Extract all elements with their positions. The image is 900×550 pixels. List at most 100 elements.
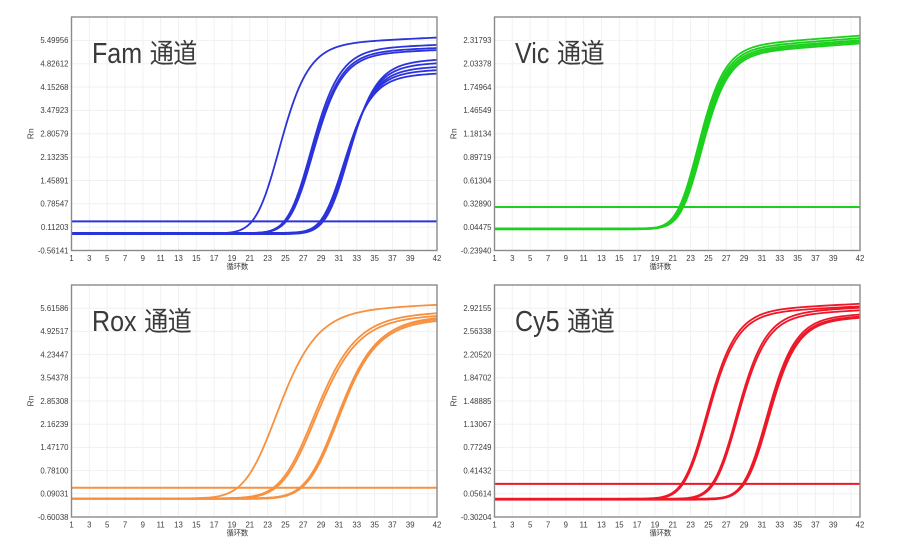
x-tick-label: 35 bbox=[370, 521, 379, 530]
y-axis-label-text: Rn bbox=[26, 128, 36, 139]
curve-fam-9 bbox=[71, 58, 437, 235]
x-tick-label: 5 bbox=[105, 521, 110, 530]
x-tick-label: 23 bbox=[263, 521, 272, 530]
x-tick-label: 7 bbox=[546, 521, 550, 530]
y-axis-label-text: Rn bbox=[449, 395, 459, 406]
x-tick-label: 15 bbox=[192, 521, 201, 530]
x-tick-label: 21 bbox=[668, 254, 677, 263]
x-tick-label: 25 bbox=[281, 521, 290, 530]
curves-vic bbox=[494, 34, 860, 231]
x-tick-label: 31 bbox=[758, 521, 767, 530]
x-tick-labels-rox: 1 3 5 7 9 11 13 15 17 19 21 23 25 27 29 31 33 35 37 39 42 bbox=[69, 521, 441, 530]
y-tick-label: 1.47170 bbox=[40, 443, 69, 452]
x-tick-label: 37 bbox=[811, 254, 820, 263]
x-tick-label: 23 bbox=[686, 521, 695, 530]
y-tick-label: 2.80579 bbox=[40, 130, 68, 139]
grid-vic bbox=[494, 17, 860, 251]
x-axis-label-vic bbox=[649, 262, 672, 271]
y-axis-label-cy5: Rn bbox=[449, 395, 459, 406]
plot-border-cy5 bbox=[493, 284, 861, 518]
x-tick-label: 33 bbox=[775, 254, 784, 263]
curve-cy5-6 bbox=[494, 315, 860, 501]
y-tick-label: 1.74964 bbox=[463, 83, 492, 92]
x-tick-label: 35 bbox=[793, 254, 802, 263]
x-tick-label: 17 bbox=[633, 521, 642, 530]
x-tick-label: 23 bbox=[686, 254, 695, 263]
grid-rox bbox=[71, 285, 437, 517]
x-tick-label: 35 bbox=[793, 521, 802, 530]
panel-title-rox: Rox bbox=[92, 306, 191, 338]
y-tick-labels-fam: 5.49956 4.82612 4.15268 3.47923 2.80579 2.132… bbox=[38, 36, 69, 255]
x-tick-labels-vic: 1 3 5 7 9 11 13 15 17 19 21 23 25 27 29 31 33 35 37 39 42 bbox=[492, 254, 864, 263]
y-tick-label: 2.85308 bbox=[40, 397, 68, 406]
y-tick-label: 4.15268 bbox=[40, 83, 68, 92]
y-tick-label: 4.23447 bbox=[40, 350, 68, 359]
x-tick-label: 33 bbox=[352, 521, 361, 530]
x-tick-label: 11 bbox=[580, 254, 588, 263]
x-tick-label: 29 bbox=[317, 521, 326, 530]
y-tick-label: -0.23940 bbox=[461, 246, 492, 255]
y-tick-label: 0.11203 bbox=[41, 223, 69, 232]
x-tick-label: 27 bbox=[299, 254, 308, 263]
x-tick-label: 3 bbox=[510, 521, 514, 530]
y-tick-label: 0.41432 bbox=[463, 466, 491, 475]
y-tick-labels-cy5: 2.92155 2.56338 2.20520 1.84702 1.48885 1.130… bbox=[461, 304, 492, 522]
y-tick-label: 0.89719 bbox=[463, 153, 491, 162]
x-tick-label: 37 bbox=[811, 521, 820, 530]
y-tick-label: -0.56141 bbox=[38, 246, 69, 255]
svg-text:Rox: Rox bbox=[92, 306, 137, 338]
x-tick-label: 42 bbox=[433, 521, 442, 530]
x-tick-label: 37 bbox=[388, 521, 397, 530]
x-tick-label: 31 bbox=[335, 521, 344, 530]
x-tick-label: 13 bbox=[597, 521, 606, 530]
y-tick-label: 2.31793 bbox=[463, 36, 491, 45]
x-tick-label: 1 bbox=[69, 254, 73, 263]
x-tick-label: 19 bbox=[651, 521, 660, 530]
x-tick-label: 3 bbox=[87, 521, 91, 530]
y-tick-label: 1.84702 bbox=[463, 374, 491, 383]
x-tick-label: 11 bbox=[157, 254, 165, 263]
x-tick-label: 33 bbox=[352, 254, 361, 263]
y-tick-label: 2.13235 bbox=[40, 153, 69, 162]
x-tick-label: 5 bbox=[105, 254, 110, 263]
y-tick-label: 2.92155 bbox=[463, 304, 492, 313]
x-tick-label: 31 bbox=[758, 254, 767, 263]
y-tick-label: 1.13067 bbox=[463, 420, 491, 429]
x-axis-label-fam bbox=[226, 262, 249, 271]
x-tick-label: 5 bbox=[528, 521, 533, 530]
y-tick-label: 0.61304 bbox=[463, 176, 492, 185]
panel-title-cy5: Cy5 bbox=[515, 306, 614, 338]
x-tick-label: 19 bbox=[651, 254, 660, 263]
x-tick-label: 1 bbox=[69, 521, 73, 530]
y-tick-label: 0.05614 bbox=[463, 490, 492, 499]
y-tick-label: 2.03378 bbox=[463, 60, 491, 69]
x-tick-label: 11 bbox=[157, 521, 165, 530]
x-tick-label: 17 bbox=[210, 521, 219, 530]
y-tick-labels-vic: 2.31793 2.03378 1.74964 1.46549 1.18134 0.897… bbox=[461, 36, 492, 255]
y-tick-label: -0.30204 bbox=[461, 513, 492, 522]
x-tick-label: 35 bbox=[370, 254, 379, 263]
y-tick-label: -0.60038 bbox=[38, 513, 69, 522]
x-tick-label: 23 bbox=[263, 254, 272, 263]
x-tick-label: 15 bbox=[615, 254, 624, 263]
plot-border-vic bbox=[493, 16, 861, 252]
x-tick-label: 9 bbox=[141, 254, 145, 263]
x-tick-label: 25 bbox=[704, 521, 713, 530]
panel-cy5: 2.92155 2.56338 2.20520 1.84702 1.48885 1.130… bbox=[449, 284, 864, 537]
x-tick-label: 9 bbox=[141, 521, 145, 530]
x-tick-label: 21 bbox=[668, 521, 677, 530]
x-tick-label: 19 bbox=[228, 254, 237, 263]
y-tick-label: 4.82612 bbox=[40, 60, 68, 69]
y-tick-label: 2.16239 bbox=[40, 420, 68, 429]
svg-text:Cy5: Cy5 bbox=[515, 306, 560, 338]
y-tick-label: 0.77249 bbox=[463, 443, 491, 452]
y-tick-label: 5.61586 bbox=[40, 304, 68, 313]
x-tick-label: 25 bbox=[281, 254, 290, 263]
curves-rox bbox=[71, 303, 437, 500]
y-tick-label: 2.20520 bbox=[463, 350, 492, 359]
grid-fam bbox=[71, 17, 437, 251]
x-tick-label: 29 bbox=[740, 254, 749, 263]
panel-rox: 5.61586 4.92517 4.23447 3.54378 2.85308 2.162… bbox=[26, 284, 441, 537]
x-tick-label: 29 bbox=[317, 254, 326, 263]
